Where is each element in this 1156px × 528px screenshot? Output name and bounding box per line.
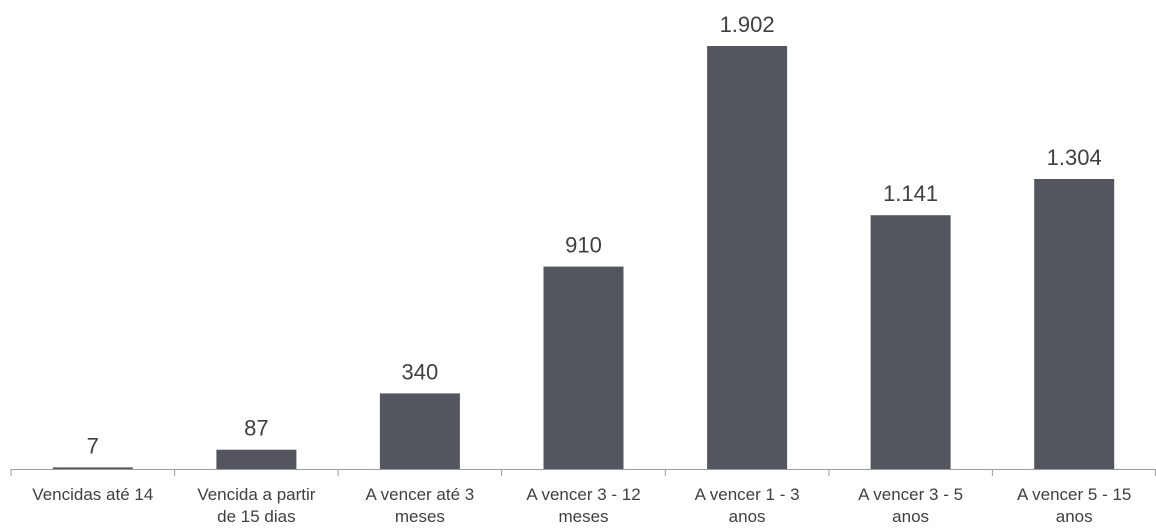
category-label-line: anos (729, 507, 766, 526)
bar-5 (870, 215, 951, 469)
x-axis (10, 469, 1156, 476)
bar-3 (543, 266, 624, 469)
category-label-line: Vencida a partir (197, 485, 315, 504)
bar-1 (216, 449, 297, 469)
category-label-3: A vencer 3 - 12 meses (526, 485, 640, 526)
category-label-4: A vencer 1 - 3 anos (695, 485, 800, 526)
category-label-6: A vencer 5 - 15 anos (1017, 485, 1131, 526)
bar-6 (1034, 179, 1115, 469)
category-label-1: Vencida a partir de 15 dias (197, 485, 315, 526)
data-label-3: 910 (565, 233, 602, 258)
bar-0 (52, 467, 133, 469)
category-labels-group: Vencidas até 14 Vencida a partir de 15 dia… (32, 485, 1131, 526)
data-label-5: 1.141 (883, 181, 938, 206)
category-label-line: de 15 dias (217, 507, 295, 526)
data-label-0: 7 (87, 433, 99, 458)
data-label-2: 340 (402, 359, 439, 384)
category-label-line: anos (892, 507, 929, 526)
value-labels-group: 7 87 340 910 1.902 1.141 1.304 (87, 12, 1102, 458)
data-label-4: 1.902 (720, 12, 775, 37)
category-label-5: A vencer 3 - 5 anos (858, 485, 963, 526)
category-label-line: A vencer até 3 (366, 485, 475, 504)
category-label-line: meses (558, 507, 608, 526)
category-label-line: A vencer 3 - 5 (858, 485, 963, 504)
bar-4 (707, 46, 788, 469)
category-label-line: A vencer 1 - 3 (695, 485, 800, 504)
bar-2 (379, 393, 460, 469)
category-label-line: A vencer 3 - 12 (526, 485, 640, 504)
bars-group (52, 46, 1115, 469)
category-label-line: Vencidas até 14 (32, 485, 153, 504)
category-label-0: Vencidas até 14 (32, 485, 153, 504)
category-label-2: A vencer até 3 meses (366, 485, 475, 526)
category-label-line: A vencer 5 - 15 (1017, 485, 1131, 504)
category-label-line: meses (395, 507, 445, 526)
data-label-6: 1.304 (1047, 145, 1102, 170)
data-label-1: 87 (244, 416, 268, 441)
category-label-line: anos (1056, 507, 1093, 526)
